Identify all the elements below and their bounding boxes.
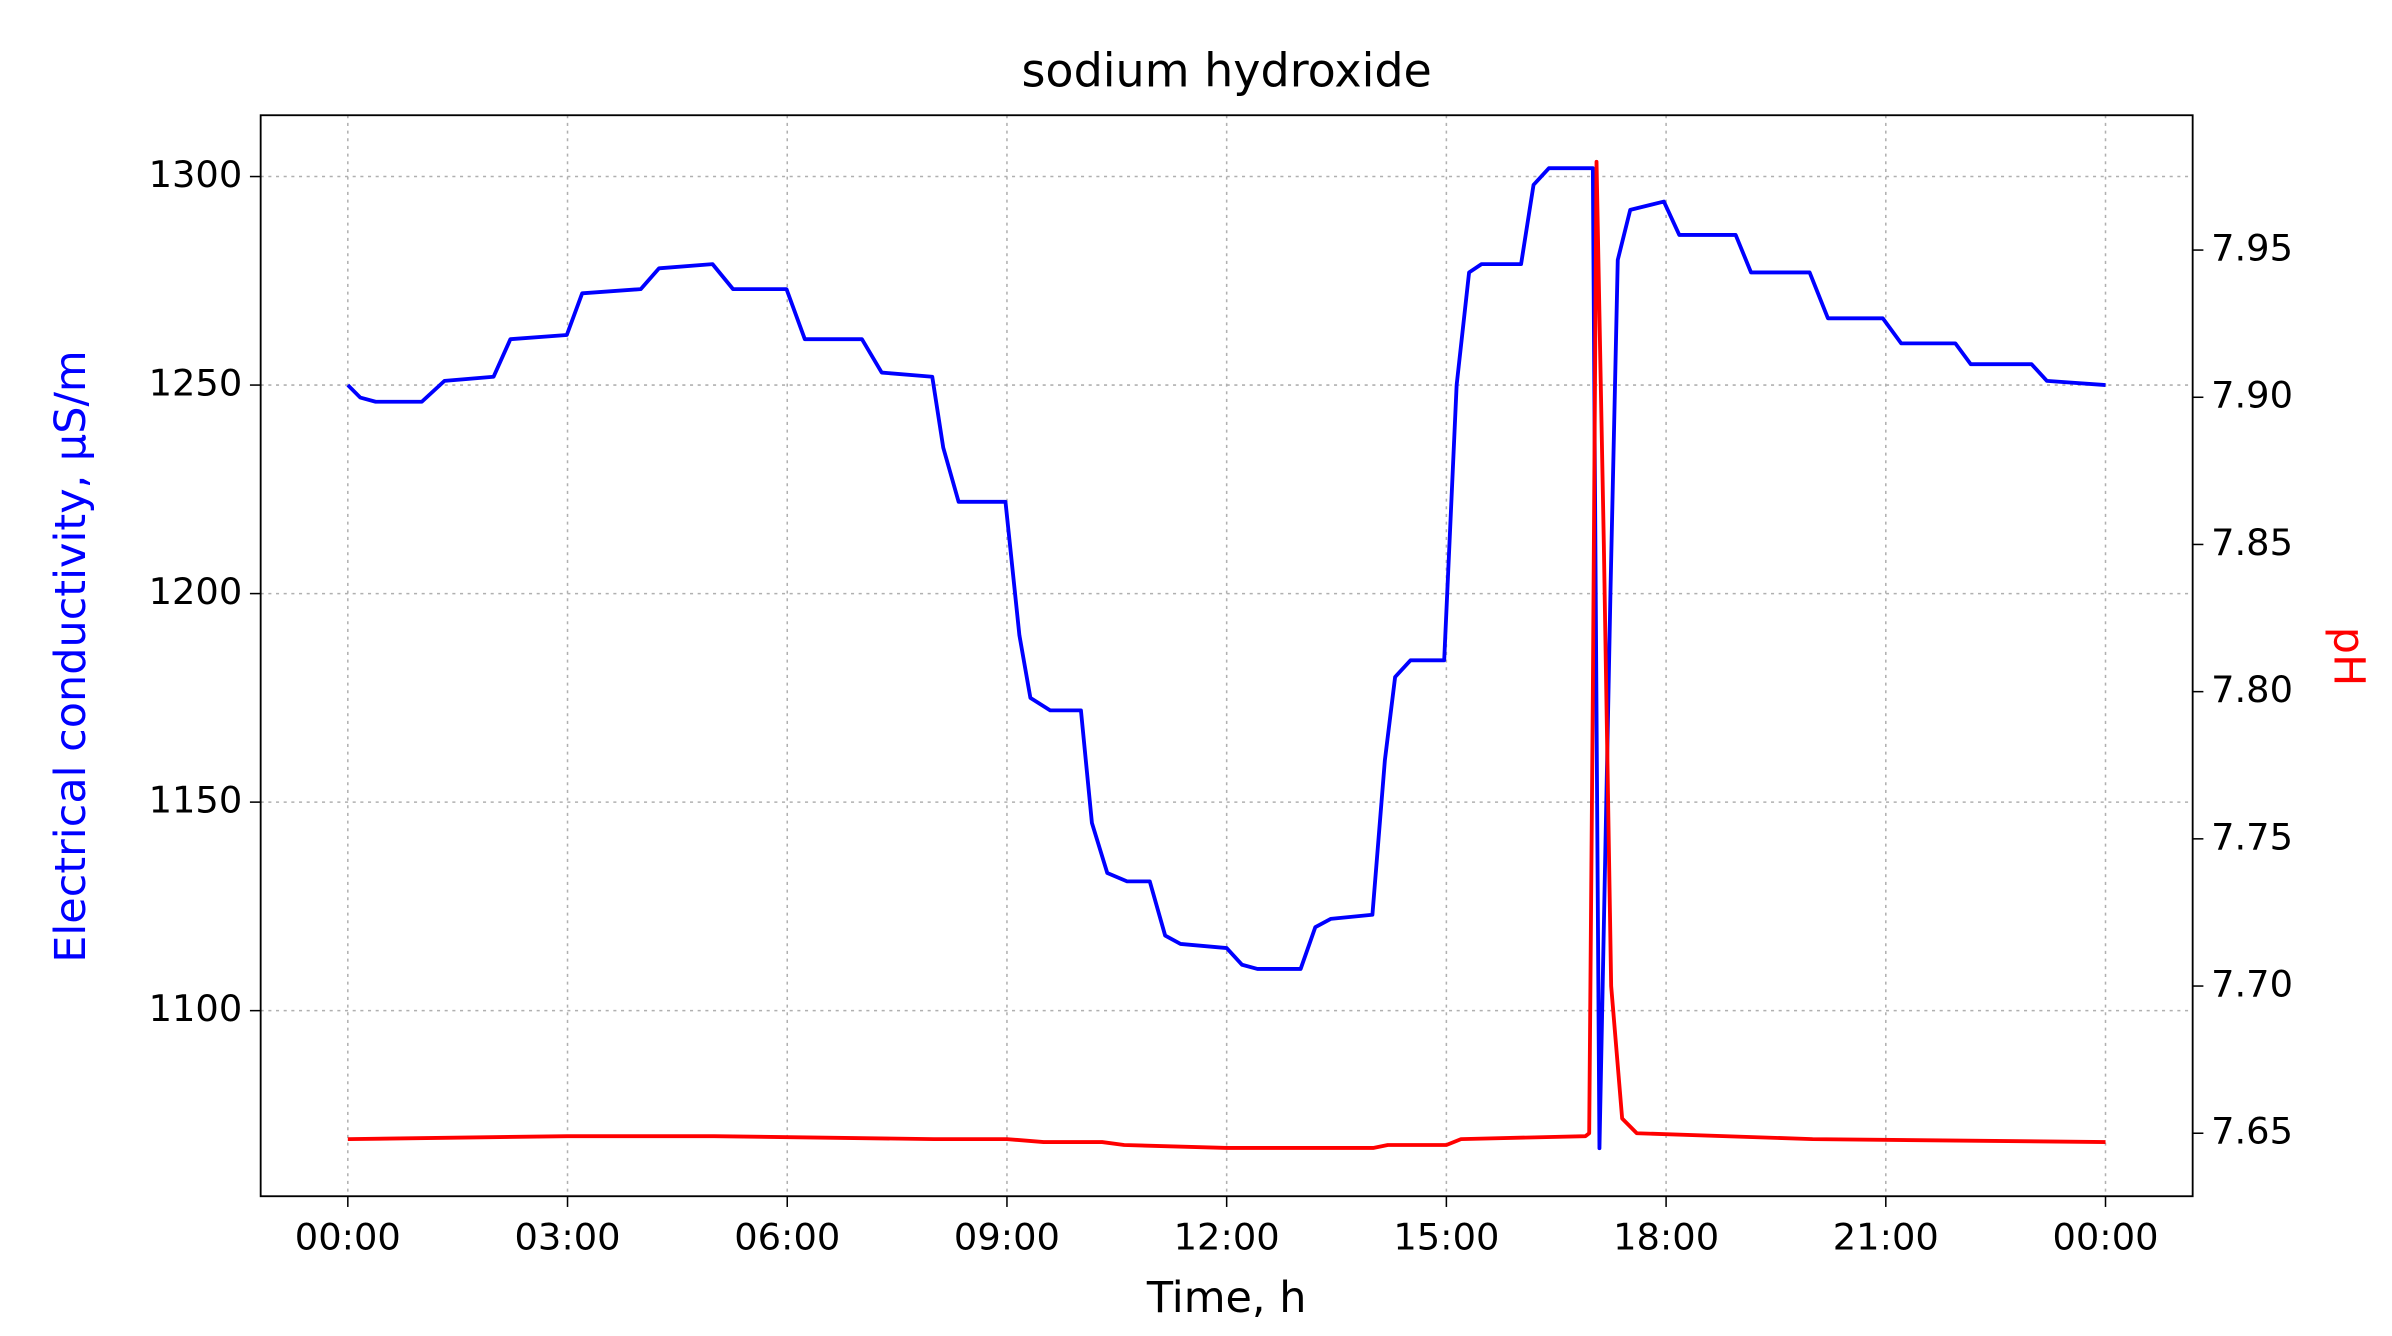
x-axis-label: Time, h bbox=[1146, 1273, 1307, 1323]
y-tick-label: 1200 bbox=[149, 570, 243, 613]
y2-tick-label: 7.85 bbox=[2211, 521, 2293, 564]
x-tick-label: 00:00 bbox=[295, 1216, 401, 1259]
x-tick-label: 18:00 bbox=[1613, 1216, 1719, 1259]
plot-frame bbox=[259, 114, 2194, 1198]
x-tick-label: 06:00 bbox=[734, 1216, 840, 1259]
y-tick-label: 1300 bbox=[149, 153, 243, 196]
y2-axis-label: pH bbox=[2324, 627, 2374, 687]
y2-tick-label: 7.80 bbox=[2211, 668, 2293, 711]
series-line bbox=[346, 166, 2106, 1151]
chart-title: sodium hydroxide bbox=[1021, 43, 1431, 97]
series-line bbox=[347, 159, 2106, 1150]
y2-tick-label: 7.95 bbox=[2211, 227, 2293, 270]
y2-tick-label: 7.65 bbox=[2211, 1110, 2293, 1153]
x-tick-label: 21:00 bbox=[1833, 1216, 1939, 1259]
y-tick-label: 1150 bbox=[149, 779, 243, 822]
y-tick-label: 1100 bbox=[149, 987, 243, 1030]
x-tick-label: 09:00 bbox=[954, 1216, 1060, 1259]
y-tick-label: 1250 bbox=[149, 362, 243, 405]
x-tick-label: 00:00 bbox=[2052, 1216, 2158, 1259]
x-tick-label: 12:00 bbox=[1174, 1216, 1280, 1259]
y2-tick-label: 7.90 bbox=[2211, 374, 2293, 417]
x-tick-label: 15:00 bbox=[1393, 1216, 1499, 1259]
y2-tick-label: 7.70 bbox=[2211, 963, 2293, 1006]
y-axis-label: Electrical conductivity, µS/m bbox=[46, 350, 96, 962]
y2-tick-label: 7.75 bbox=[2211, 815, 2293, 858]
x-tick-label: 03:00 bbox=[515, 1216, 621, 1259]
